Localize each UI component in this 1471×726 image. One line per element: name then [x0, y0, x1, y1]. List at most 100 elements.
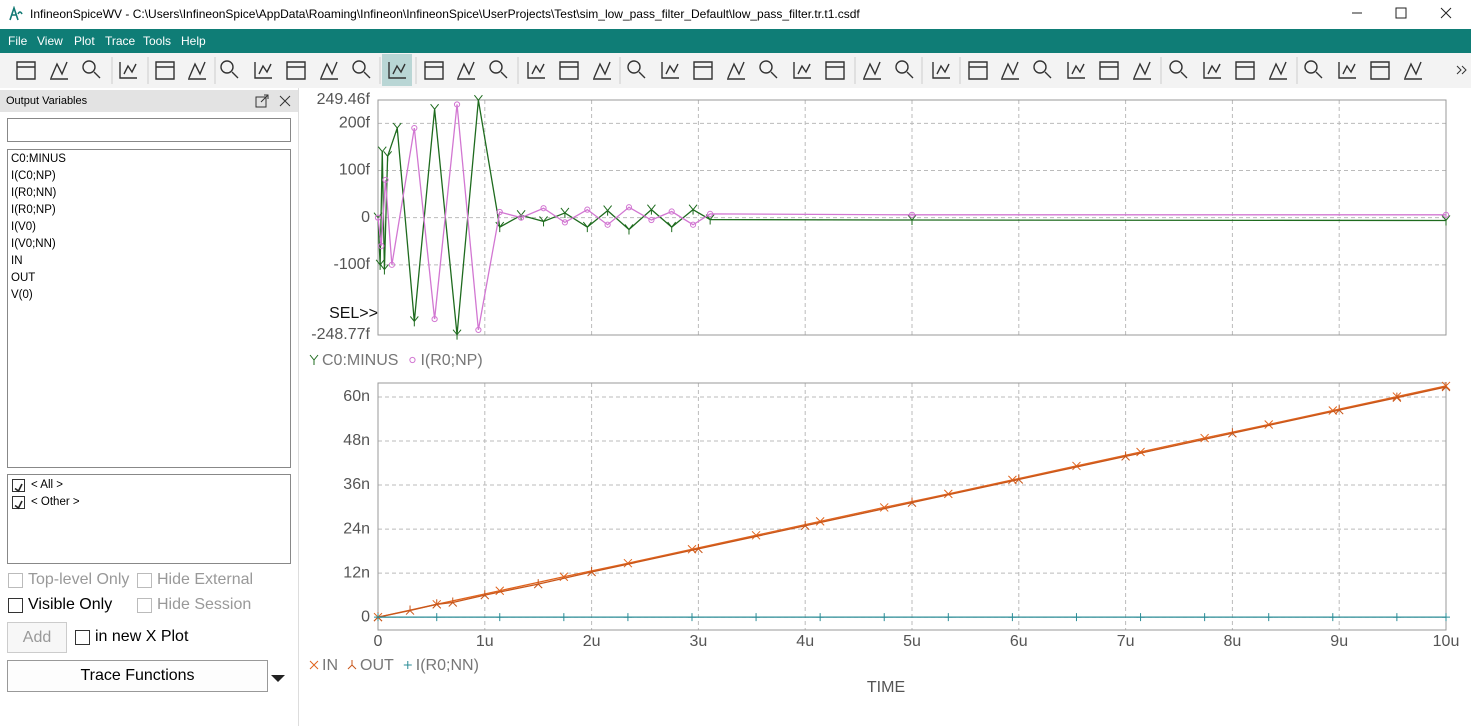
toolbar-button[interactable] [1304, 60, 1323, 79]
toolbar-button[interactable] [155, 61, 175, 80]
trace-marker [540, 205, 547, 212]
toolbar-button[interactable] [1235, 61, 1255, 80]
toolbar-button[interactable] [863, 61, 881, 80]
trace [377, 104, 1446, 331]
toolbar-button[interactable] [1269, 61, 1287, 80]
toolbar-button[interactable] [220, 60, 239, 79]
legend-label[interactable]: C0:MINUS [322, 352, 398, 369]
legend-label[interactable]: I(R0;NP) [420, 352, 482, 369]
plot-frame [377, 382, 1447, 631]
menu-item[interactable]: Tools [143, 34, 172, 48]
y-tick-label: 0 [361, 209, 370, 226]
trace-marker [667, 221, 677, 233]
variable-item[interactable]: IN [11, 255, 23, 267]
toolbar-button[interactable] [1033, 60, 1052, 79]
legend-label[interactable]: IN [322, 657, 338, 674]
search-input[interactable] [7, 118, 291, 142]
trace-marker [480, 590, 490, 600]
dropdown-arrow[interactable] [271, 670, 285, 682]
variable-item[interactable]: V(0) [11, 289, 33, 301]
filter-checkbox[interactable] [12, 496, 25, 510]
variable-item[interactable]: I(R0;NN) [11, 187, 57, 199]
toolbar-button[interactable] [793, 62, 811, 79]
legend-marker [309, 660, 319, 670]
add-button[interactable]: Add [7, 622, 67, 653]
toolbar-button[interactable] [50, 61, 68, 80]
trace-functions-button[interactable]: Trace Functions [7, 660, 268, 692]
toolbar-button[interactable] [1099, 61, 1119, 80]
variable-item[interactable]: C0:MINUS [11, 153, 66, 165]
toolbar-button[interactable] [559, 61, 579, 80]
option-checkbox[interactable] [137, 598, 152, 613]
trace-marker [687, 613, 696, 622]
toolbar-button[interactable] [527, 62, 545, 79]
toolbar-button[interactable] [16, 61, 36, 80]
x-tick-label: 2u [583, 633, 601, 650]
trace-marker [648, 216, 655, 224]
toolbar-button[interactable] [895, 60, 914, 79]
variable-item[interactable]: I(C0;NP) [11, 170, 56, 182]
trace-marker [623, 613, 632, 622]
variable-item[interactable]: I(V0) [11, 221, 36, 233]
menu-item[interactable]: File [8, 34, 28, 48]
trace-marker [432, 613, 441, 622]
toolbar-button[interactable] [759, 60, 778, 79]
toolbar-button[interactable] [320, 61, 338, 80]
variable-item[interactable]: OUT [11, 272, 36, 284]
toolbar-button[interactable] [188, 61, 206, 80]
trace-marker [879, 503, 889, 512]
trace-marker [1136, 447, 1145, 457]
legend-label[interactable]: OUT [360, 657, 394, 674]
toolbar-button[interactable] [286, 61, 306, 80]
toolbar-button[interactable] [352, 60, 371, 79]
filter-checkbox[interactable] [12, 479, 25, 493]
toolbar-button[interactable] [727, 61, 745, 80]
trace-marker [561, 219, 569, 226]
toolbar-button[interactable] [388, 62, 406, 79]
trace-marker [1228, 428, 1237, 438]
toolbar-button[interactable] [661, 62, 679, 79]
toolbar-button[interactable] [627, 60, 646, 79]
menu-item[interactable]: Help [181, 34, 206, 48]
toolbar-button[interactable] [424, 61, 444, 80]
variable-item[interactable]: I(V0;NN) [11, 238, 56, 250]
menu-item[interactable]: Plot [74, 34, 95, 48]
trace-marker [1264, 613, 1273, 622]
trace-marker [495, 613, 504, 622]
panel-buttons[interactable] [254, 93, 296, 109]
option-checkbox[interactable] [137, 573, 152, 588]
variable-item[interactable]: I(R0;NP) [11, 204, 56, 216]
toolbar-button[interactable] [932, 62, 950, 79]
toolbar-button[interactable] [1067, 62, 1085, 79]
toolbar-button[interactable] [489, 60, 508, 79]
trace-marker [475, 326, 482, 334]
menu-item[interactable]: Trace [105, 34, 136, 48]
menu-item[interactable]: View [37, 34, 63, 48]
trace-marker [411, 124, 418, 132]
toolbar-button[interactable] [1169, 60, 1188, 79]
toolbar-button[interactable] [968, 61, 988, 80]
trace-marker [582, 221, 592, 233]
window-controls[interactable] [1330, 0, 1471, 28]
toolbar-button[interactable] [825, 61, 845, 80]
option-checkbox[interactable] [8, 598, 23, 613]
toolbar-overflow[interactable] [1456, 65, 1467, 75]
toolbar-button[interactable] [693, 61, 713, 80]
toolbar-button[interactable] [82, 60, 101, 79]
toolbar-button[interactable] [1404, 61, 1422, 80]
new-x-plot-checkbox[interactable] [75, 630, 90, 645]
toolbar-button[interactable] [457, 61, 475, 80]
toolbar-button[interactable] [1338, 62, 1356, 79]
toolbar-button[interactable] [1001, 61, 1019, 80]
toolbar-button[interactable] [119, 62, 137, 79]
option-checkbox[interactable] [8, 573, 23, 588]
toolbar-button[interactable] [1370, 61, 1390, 80]
legend-label[interactable]: I(R0;NN) [416, 657, 479, 674]
y-tick-label: 24n [343, 520, 370, 537]
toolbar-button[interactable] [254, 62, 272, 79]
y-tick-label: 60n [343, 388, 370, 405]
toolbar-button[interactable] [593, 61, 611, 80]
toolbar-button[interactable] [1133, 61, 1151, 80]
trace-marker [907, 214, 917, 226]
toolbar-button[interactable] [1203, 62, 1221, 79]
